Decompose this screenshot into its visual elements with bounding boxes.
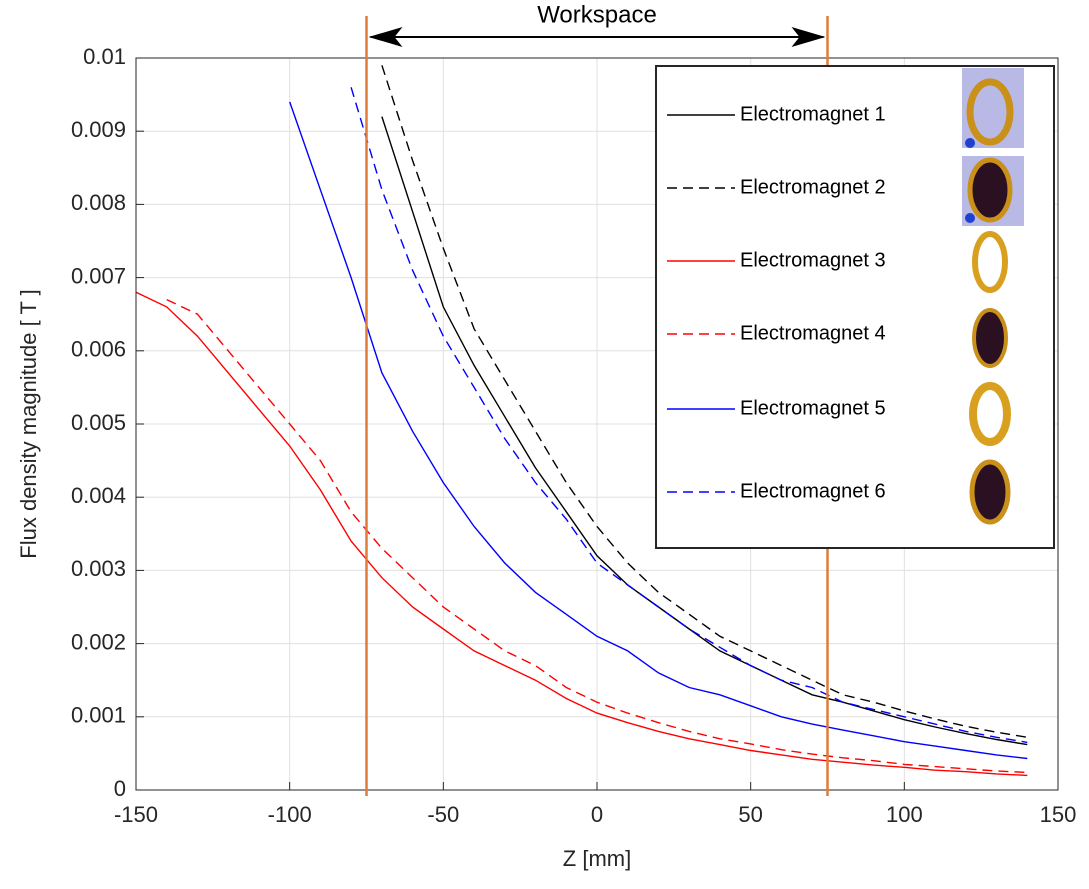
y-axis-label: Flux density magnitude [ T ]	[16, 289, 41, 558]
y-tick-label: 0.004	[71, 483, 126, 508]
x-tick-label: 50	[738, 802, 762, 827]
x-tick-label: -100	[268, 802, 312, 827]
icon-disk	[974, 310, 1006, 366]
icon-thermo	[965, 138, 975, 148]
legend-label: Electromagnet 3	[740, 249, 886, 271]
icon-thermo	[965, 213, 975, 223]
chart: Workspace Electromagnet 1 Electromagnet 2…	[0, 0, 1089, 884]
x-tick-label: -150	[114, 802, 158, 827]
y-tick-label: 0.001	[71, 703, 126, 728]
y-tick-label: 0.009	[71, 117, 126, 142]
y-tick-label: 0.005	[71, 410, 126, 435]
y-tick-label: 0.006	[71, 337, 126, 362]
x-tick-label: -50	[427, 802, 459, 827]
legend-label: Electromagnet 1	[740, 103, 886, 125]
y-tick-label: 0.008	[71, 190, 126, 215]
workspace-label: Workspace	[537, 1, 657, 28]
y-tick-label: 0.003	[71, 556, 126, 581]
legend: Electromagnet 1 Electromagnet 2 Electromag…	[656, 66, 1054, 548]
y-tick-label: 0.01	[83, 44, 126, 69]
y-tick-label: 0.007	[71, 263, 126, 288]
x-tick-label: 0	[591, 802, 603, 827]
x-axis-label: Z [mm]	[563, 846, 631, 871]
y-tick-label: 0.002	[71, 629, 126, 654]
legend-label: Electromagnet 6	[740, 480, 886, 502]
y-tick-label: 0	[114, 776, 126, 801]
legend-label: Electromagnet 4	[740, 322, 886, 344]
legend-label: Electromagnet 5	[740, 397, 886, 419]
x-tick-label: 150	[1040, 802, 1077, 827]
legend-label: Electromagnet 2	[740, 176, 886, 198]
x-tick-label: 100	[886, 802, 923, 827]
icon-disk	[970, 160, 1010, 220]
icon-disk	[972, 462, 1008, 522]
